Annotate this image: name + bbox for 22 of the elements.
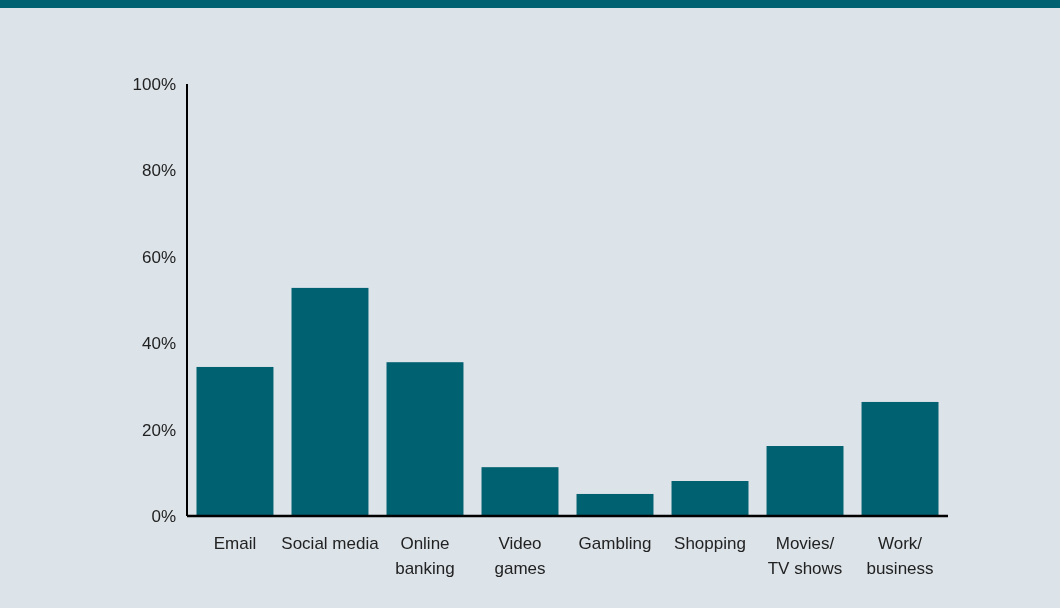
bar [861,401,939,516]
bar [671,481,749,516]
x-tick-label: Social media [281,534,380,553]
x-tick-label: Movies/ TV shows [767,534,843,578]
y-tick-label: 0% [151,506,176,526]
bar [196,366,274,516]
x-tick-label: Online banking [395,534,455,578]
bar [386,362,464,516]
x-tick-label: Email [213,534,257,553]
y-tick-label: 40% [141,334,176,354]
bar [576,493,654,516]
y-tick-label: 80% [141,161,176,181]
y-tick-label: 20% [141,420,176,440]
x-tick-label: Shopping [674,534,746,553]
y-tick-label: 100% [132,74,176,94]
x-tick-label: Video games [494,534,546,578]
bar [766,446,844,516]
x-tick-label: Work/ business [866,534,934,578]
bar [481,467,559,516]
y-tick-label: 60% [141,247,176,267]
bar [291,287,369,516]
x-tick-label: Gambling [578,534,652,553]
